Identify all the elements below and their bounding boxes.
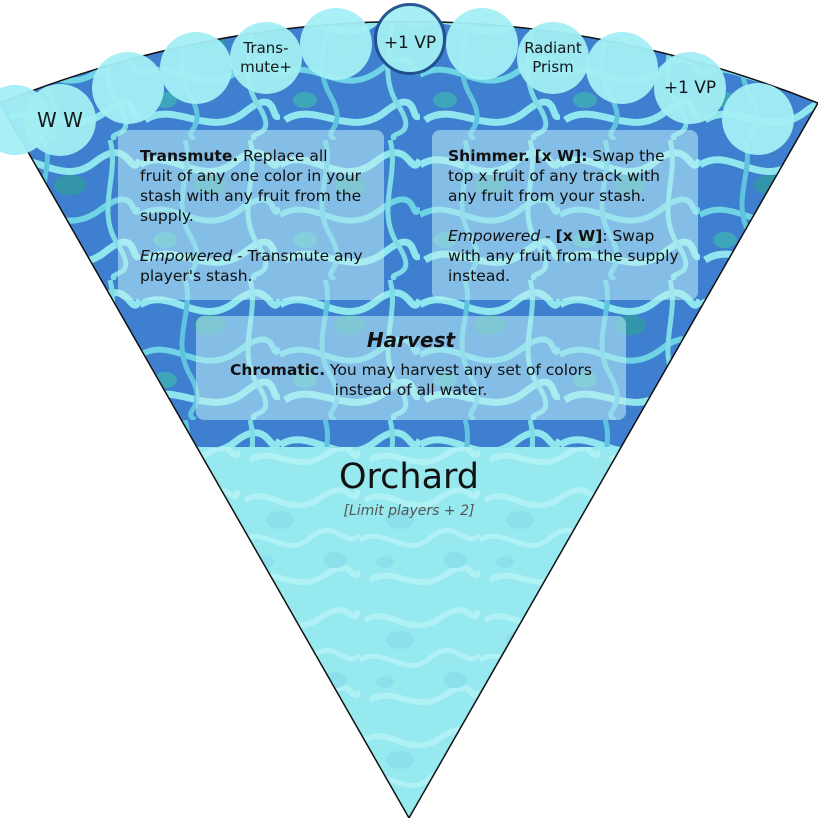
track-slot[interactable] [160,32,232,104]
ability-cost: [x W]: [534,147,588,165]
slot-label: W W [37,108,83,132]
empowered-separator: - [540,227,556,245]
harvest-ability-name: Chromatic. [229,361,326,379]
empowered-text: - Transmute any player's stash. [140,247,363,285]
ability-name: Shimmer. [448,147,530,165]
track-slot-transmute-plus[interactable]: Trans-mute+ [230,22,302,94]
track-slot-radiant-prism[interactable]: Radiant Prism [517,22,589,94]
shimmer-ability-panel: Shimmer. [x W]: Swap the top x fruit of … [432,130,698,300]
card-limit: [Limit players + 2] [343,503,475,519]
slot-label-line: mute+ [240,58,292,76]
empowered-text: : Swap with any fruit from the supply in… [448,227,679,285]
harvest-heading: Harvest [366,328,456,352]
harvest-panel: Harvest Chromatic. You may harvest any s… [196,316,626,420]
card-title: Orchard [338,457,480,497]
shimmer-description: Shimmer. [x W]: Swap the top x fruit of … [448,146,682,206]
track-slot[interactable] [722,83,794,155]
empowered-label: Empowered [448,227,541,245]
ability-text: Replace all fruit of any one color in yo… [140,147,362,225]
transmute-empowered: Empowered - Transmute any player's stash… [140,246,364,286]
empowered-cost: [x W] [555,227,603,245]
slot-label: +1 VP [383,33,437,53]
ability-name: Transmute. [140,147,239,165]
track-slot-w-w[interactable]: W W [24,84,96,156]
slot-label-line: Prism [532,58,574,76]
slot-label-line: Trans- [243,39,289,57]
track-slot[interactable] [586,32,658,104]
empowered-label: Empowered [140,247,233,265]
harvest-description: Chromatic. You may harvest any set of co… [210,360,612,400]
transmute-description: Transmute. Replace all fruit of any one … [140,146,364,226]
track-slot[interactable] [92,52,164,124]
slot-label: +1 VP [663,78,717,98]
harvest-ability-text: You may harvest any set of colors instea… [325,361,593,399]
ability-text: Swap the top x fruit of any track with a… [448,147,665,205]
track-slot[interactable] [300,8,372,80]
transmute-ability-panel: Transmute. Replace all fruit of any one … [118,130,384,300]
track-slot-plus-1-vp[interactable]: +1 VP [654,52,726,124]
shimmer-empowered: Empowered - [x W]: Swap with any fruit f… [448,226,682,286]
track-slot[interactable] [446,8,518,80]
slot-label-line: Radiant [524,39,582,57]
track-slot-plus-1-vp-highlight[interactable]: +1 VP [374,3,446,75]
